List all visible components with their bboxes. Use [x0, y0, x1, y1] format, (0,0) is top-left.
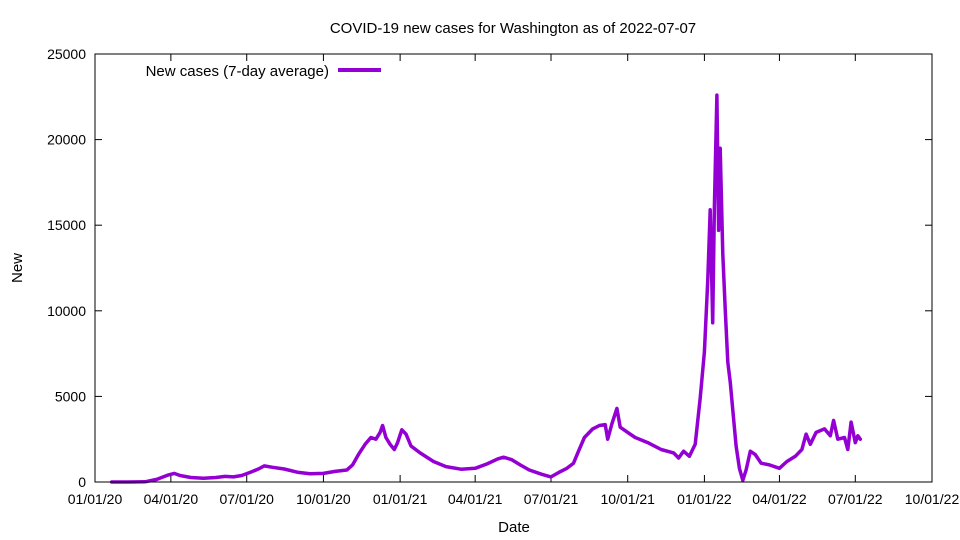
- x-tick-label: 01/01/22: [677, 491, 732, 507]
- y-tick-label: 5000: [55, 388, 86, 404]
- x-tick-label: 07/01/21: [524, 491, 579, 507]
- x-tick-label: 01/01/21: [373, 491, 428, 507]
- y-tick-label: 0: [78, 474, 86, 490]
- legend-label: New cases (7-day average): [146, 63, 329, 80]
- legend: New cases (7-day average): [146, 63, 381, 80]
- x-tick-label: 10/01/22: [905, 491, 960, 507]
- y-axis-label: New: [9, 253, 26, 283]
- y-tick-label: 15000: [47, 217, 86, 233]
- y-axis-ticks: 0 5000 10000 15000 20000 25000: [47, 46, 932, 490]
- y-tick-label: 20000: [47, 132, 86, 148]
- x-tick-label: 07/01/20: [219, 491, 274, 507]
- x-tick-label: 04/01/20: [144, 491, 199, 507]
- x-tick-label: 10/01/21: [600, 491, 655, 507]
- x-tick-label: 04/01/22: [752, 491, 807, 507]
- series-line-new-cases: [109, 93, 863, 484]
- x-tick-label: 01/01/20: [68, 491, 123, 507]
- x-axis-label: Date: [498, 519, 530, 536]
- y-tick-label: 25000: [47, 46, 86, 62]
- x-tick-label: 07/01/22: [828, 491, 883, 507]
- x-tick-label: 04/01/21: [448, 491, 503, 507]
- y-tick-label: 10000: [47, 303, 86, 319]
- chart-title: COVID-19 new cases for Washington as of …: [330, 20, 696, 37]
- x-axis-ticks: 01/01/20 04/01/20 07/01/20 10/01/20 01/01/21…: [68, 54, 960, 507]
- series-group: [109, 93, 863, 484]
- plot-frame: [94, 53, 933, 483]
- x-tick-label: 10/01/20: [296, 491, 351, 507]
